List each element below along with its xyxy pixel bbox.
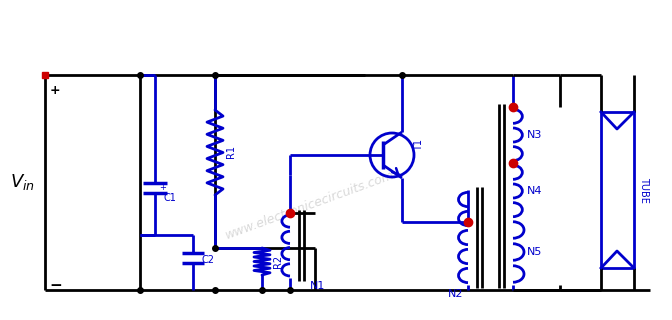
Text: N2: N2 [448, 289, 464, 299]
Text: +: + [50, 84, 60, 98]
Bar [601, 112, 634, 268]
Text: C2: C2 [201, 255, 214, 265]
Text: N5: N5 [527, 247, 542, 257]
Text: TUBE: TUBE [639, 177, 649, 203]
Text: N3: N3 [527, 130, 542, 140]
Text: $V_{in}$: $V_{in}$ [9, 172, 34, 193]
Text: R2: R2 [273, 254, 283, 268]
Text: +: + [159, 183, 166, 193]
Text: T1: T1 [414, 139, 424, 151]
Text: N4: N4 [527, 186, 542, 196]
Text: N1: N1 [310, 281, 325, 291]
Text: www.electronicecircuits.com: www.electronicecircuits.com [224, 168, 396, 242]
Text: −: − [49, 277, 62, 292]
Text: R1: R1 [226, 146, 236, 158]
Text: C1: C1 [163, 193, 176, 203]
